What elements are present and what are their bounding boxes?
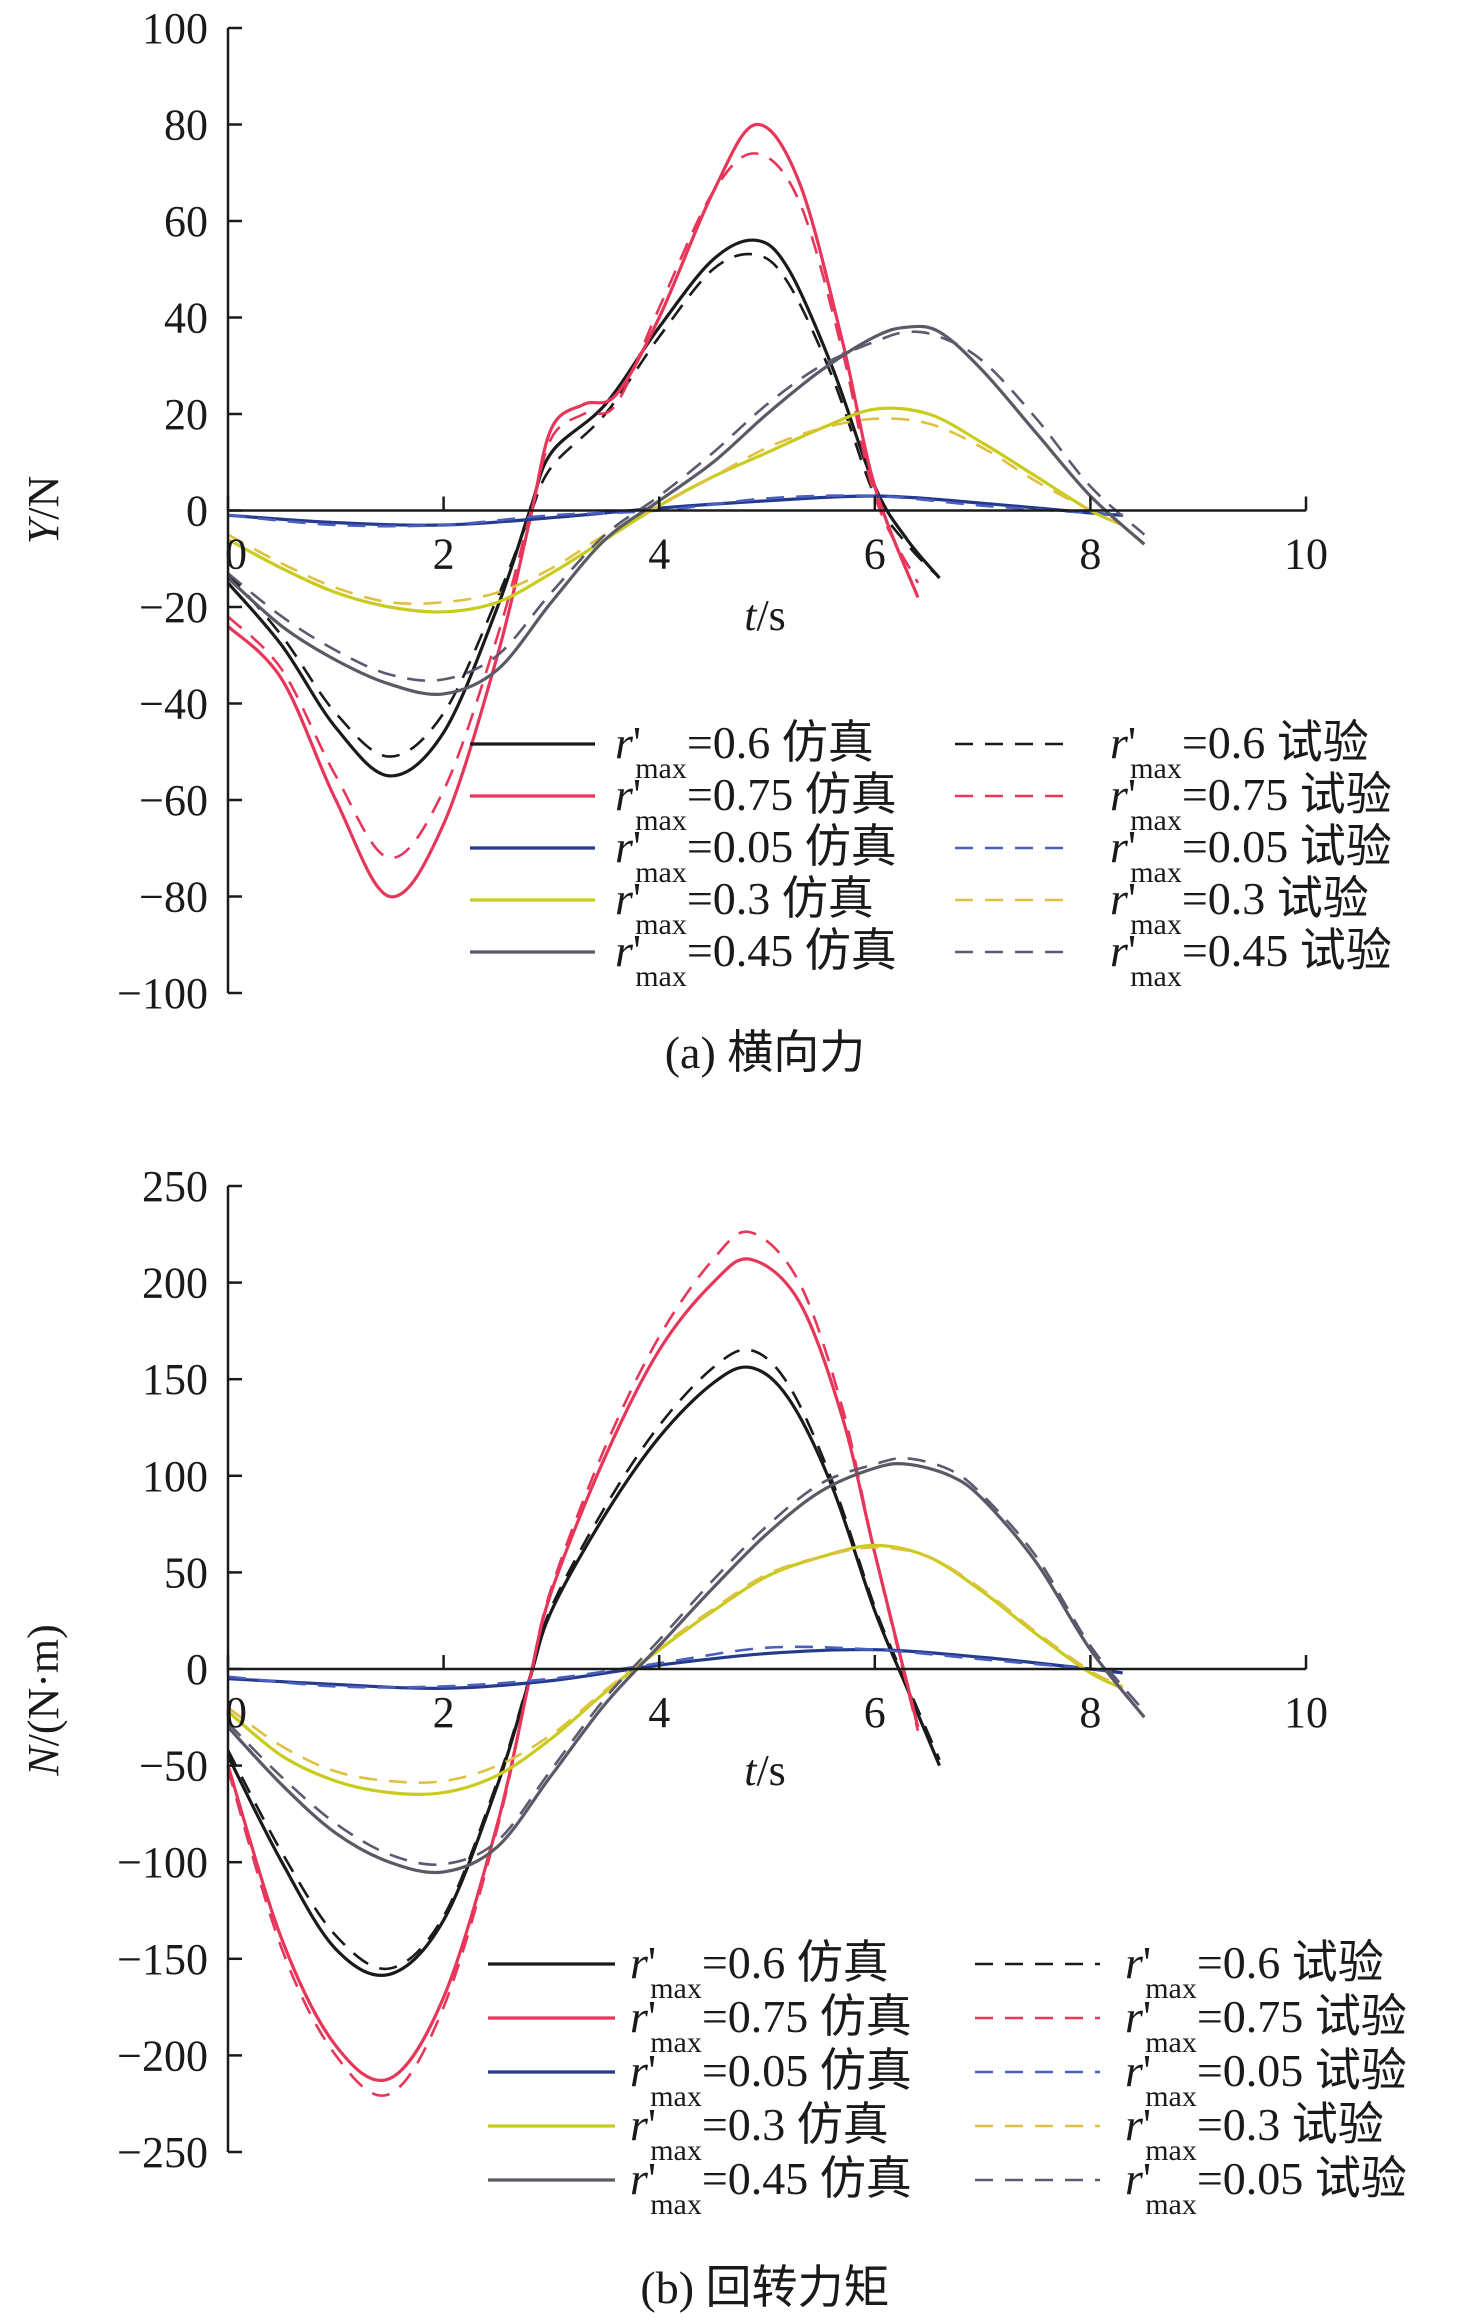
series-line-1 [227,252,941,758]
x-tick-label: 2 [433,1688,455,1737]
series-line-0 [226,238,941,778]
panel-b-y-axis-label: N/(N·m) [19,1624,68,1777]
panel-a-x-ticks: 0 2 4 6 8 10 [225,496,1328,579]
panel-b-x-axis-label: t/s [744,1746,786,1795]
legend-label: r' max=0.75 仿真 [615,769,897,837]
panel-b-y-ticks: 250 200 150 100 50 0 −50 −100 −150 −200 −250 [117,1162,242,2177]
legend-label: r' max=0.05 仿真 [630,2045,912,2113]
legend-label: r' max=0.3 仿真 [630,2099,889,2167]
series-line-3 [226,1230,920,2097]
series-line-2 [226,122,920,899]
panel-a-y-ticks: 100 80 60 40 20 0 −20 −40 −60 −80 −100 [117,4,242,1018]
x-tick-label: 0 [225,1688,247,1737]
series-line-7 [227,1546,1124,1784]
y-tick-label: −200 [117,2031,208,2080]
y-tick-label: 150 [142,1355,208,1404]
y-tick-label: −100 [117,1838,208,1887]
series-line-5 [227,494,1123,528]
panel-b-caption: (b) 回转力矩 [640,2262,889,2313]
x-tick-label: 6 [864,530,886,579]
series-line-2 [226,1257,920,2082]
x-tick-label: 4 [648,530,670,579]
legend-label: r' max=0.05 试验 [1125,2045,1407,2113]
y-tick-label: 250 [142,1162,208,1211]
x-tick-label: 2 [433,530,455,579]
panel-a-series-lines [226,122,1146,899]
y-tick-label: −150 [117,1935,208,1984]
legend-label: r' max=0.6 试验 [1125,1937,1384,2005]
legend-label: r' max=0.05 试验 [1125,2153,1407,2221]
y-tick-label: −250 [117,2128,208,2177]
series-line-0 [226,1365,941,1977]
panel-a-y-axis-label: Y/N [19,476,68,544]
panel-a-legend: r' max=0.6 仿真 r' max=0.6 试验r' max=0.75 仿真 r' m… [470,717,1392,993]
legend-label: r' max=0.6 仿真 [615,717,874,785]
legend-label: r' max=0.3 试验 [1110,873,1369,941]
y-tick-label: 80 [164,101,208,150]
y-tick-label: 0 [186,487,208,536]
y-tick-label: 40 [164,294,208,343]
legend-label: r' max=0.6 仿真 [630,1937,889,2005]
legend-label: r' max=0.05 试验 [1110,821,1392,889]
legend-label: r' max=0.45 试验 [1110,925,1392,993]
y-tick-label: −60 [139,776,208,825]
x-tick-label: 0 [225,530,247,579]
y-tick-label: 0 [186,1645,208,1694]
series-line-1 [226,1348,941,1971]
x-tick-label: 8 [1079,1688,1101,1737]
series-line-6 [227,406,1124,614]
x-tick-label: 4 [648,1688,670,1737]
legend-label: r' max=0.45 仿真 [630,2153,912,2221]
panel-a-x-axis-label: t/s [744,591,786,640]
series-line-8 [226,1462,1146,1875]
legend-label: r' max=0.75 试验 [1110,769,1392,837]
series-line-7 [227,417,1124,605]
y-tick-label: 20 [164,390,208,439]
y-tick-label: −100 [117,969,208,1018]
y-tick-label: 50 [164,1548,208,1597]
series-line-9 [227,330,1146,682]
legend-label: r' max=0.75 仿真 [630,1991,912,2059]
legend-label: r' max=0.3 试验 [1125,2099,1384,2167]
series-line-6 [226,1543,1124,1797]
y-tick-label: 60 [164,197,208,246]
series-line-4 [227,494,1123,527]
y-tick-label: −80 [139,873,208,922]
panel-b-x-ticks: 0 2 4 6 8 10 [225,1655,1328,1737]
legend-label: r' max=0.6 试验 [1110,717,1369,785]
series-line-9 [227,1456,1146,1866]
chart-panel-a: 100 80 60 40 20 0 −20 −40 −60 −80 −100 0 2 4 6 8 10 Y/N… [19,4,1392,1078]
legend-label: r' max=0.3 仿真 [615,873,874,941]
x-tick-label: 6 [864,1688,886,1737]
panel-a-caption: (a) 横向力 [665,1027,866,1078]
legend-label: r' max=0.45 仿真 [615,925,897,993]
chart-panel-b: 250 200 150 100 50 0 −50 −100 −150 −200 −250 0 2 4 6 8… [19,1162,1407,2313]
y-tick-label: −40 [139,680,208,729]
legend-label: r' max=0.75 试验 [1125,1991,1407,2059]
y-tick-label: 200 [142,1259,208,1308]
y-tick-label: −50 [139,1742,208,1791]
series-line-5 [227,1645,1123,1689]
legend-label: r' max=0.05 仿真 [615,821,897,889]
panel-b-legend: r' max=0.6 仿真 r' max=0.6 试验r' max=0.75 仿真 r' m… [488,1937,1407,2221]
x-tick-label: 8 [1079,530,1101,579]
panel-b-series-lines [226,1230,1146,2097]
y-tick-label: −20 [139,583,208,632]
y-tick-label: 100 [142,1452,208,1501]
y-tick-label: 100 [142,4,208,53]
series-line-8 [226,324,1146,697]
x-tick-label: 10 [1284,530,1328,579]
series-line-3 [227,152,920,860]
x-tick-label: 10 [1284,1688,1328,1737]
